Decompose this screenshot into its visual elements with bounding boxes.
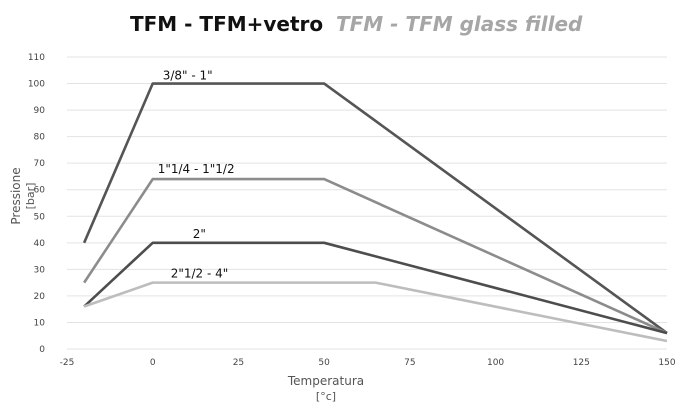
series-lines <box>82 82 668 343</box>
series-label: 3/8" - 1" <box>163 69 213 83</box>
y-axis-title: Pressione <box>9 167 23 224</box>
axes: 0 10 20 30 40 50 60 70 80 90 100 110 -25 0 25 50 75 100 12… <box>28 53 676 368</box>
y-tick-label: 80 <box>34 133 46 143</box>
y-tick-label: 10 <box>34 318 46 328</box>
x-tick-label: 25 <box>233 358 244 368</box>
series-line <box>83 281 668 343</box>
chart-subtitle: TFM - TFM glass filled <box>336 12 583 36</box>
y-tick-label: 0 <box>39 345 45 355</box>
y-tick-label: 50 <box>34 212 46 222</box>
series-line <box>83 241 668 335</box>
series-label: 2" <box>193 227 206 241</box>
x-tick-label: 100 <box>487 358 504 368</box>
y-tick-label: 70 <box>34 159 46 169</box>
y-axis-unit: [bar] <box>24 183 37 210</box>
x-axis-title: Temperatura <box>287 374 364 388</box>
series-line <box>82 82 668 335</box>
chart-title: TFM - TFM+vetro <box>130 12 323 36</box>
gridlines <box>67 56 667 350</box>
x-tick-label: 50 <box>318 358 330 368</box>
series-label: 1"1/4 - 1"1/2 <box>158 162 235 176</box>
x-tick-label: 150 <box>658 358 675 368</box>
y-tick-label: 60 <box>34 186 46 196</box>
y-tick-label: 30 <box>34 265 46 275</box>
series-labels: 3/8" - 1" 1"1/4 - 1"1/2 2" 2"1/2 - 4" <box>158 69 235 281</box>
y-tick-label: 40 <box>34 239 46 249</box>
y-tick-label: 90 <box>34 106 46 116</box>
y-tick-label: 20 <box>34 292 46 302</box>
x-tick-label: 0 <box>150 358 156 368</box>
y-tick-label: 110 <box>28 53 45 63</box>
y-tick-label: 100 <box>28 80 45 90</box>
x-tick-label: -25 <box>60 358 75 368</box>
x-tick-label: 125 <box>573 358 590 368</box>
series-label: 2"1/2 - 4" <box>171 267 229 281</box>
x-tick-label: 75 <box>404 358 415 368</box>
x-axis-unit: [°c] <box>316 390 336 403</box>
series-line <box>83 177 668 335</box>
